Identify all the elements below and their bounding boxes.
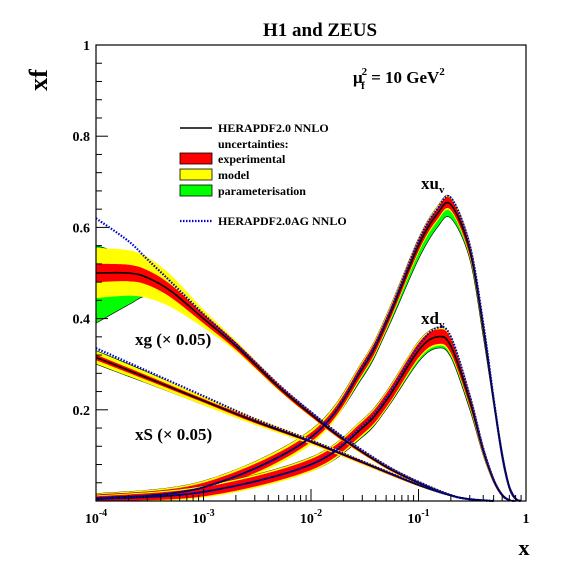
scale-mu-sup: 2: [362, 66, 368, 78]
y-tick-label: 0.2: [73, 404, 91, 419]
axis-ticks: 10-4 10-3 10-2 10-1 1 0.2 0.4 0.6 0.8 1: [73, 39, 530, 527]
chart-title: H1 and ZEUS: [263, 20, 377, 41]
series-1-ag-line: [95, 325, 516, 503]
y-tick-label: 1: [83, 39, 90, 54]
x-tick-label: 1: [523, 512, 530, 527]
scale-mu-sub: f: [361, 80, 365, 92]
series-0-ag-line: [95, 194, 522, 503]
x-axis-label: x: [519, 535, 530, 560]
x-tick-label: 10-4: [85, 508, 107, 527]
x-tick-label: 10-1: [407, 508, 429, 527]
label-xg: xg (× 0.05): [135, 330, 211, 349]
series-3-ag-line: [95, 347, 494, 503]
y-axis-label: xf: [24, 69, 53, 91]
legend-label-experimental: experimental: [218, 152, 286, 166]
legend-bands: experimental model parameterisation: [179, 152, 306, 198]
series-0-central-line: [95, 201, 522, 502]
legend-uncertainties-label: uncertainties:: [218, 137, 289, 151]
label-xdv: xdv: [421, 309, 445, 331]
y-tick-label: 0.8: [73, 130, 91, 145]
ag-dotted-curves: [95, 194, 522, 503]
legend-label-model: model: [218, 168, 250, 182]
legend-dotted-label: HERAPDF2.0AG NNLO: [218, 214, 347, 228]
central-curves: [95, 201, 522, 502]
legend-swatch-experimental: [179, 152, 213, 165]
label-xS: xS (× 0.05): [135, 425, 212, 444]
y-tick-label: 0.6: [73, 221, 91, 236]
series-0-experimental-band: [96, 196, 522, 502]
legend-swatch-model: [179, 168, 213, 181]
y-tick-label: 0.4: [73, 313, 91, 328]
legend: HERAPDF2.0 NNLO uncertainties: experimen…: [179, 121, 347, 228]
label-xuv: xuv: [421, 174, 445, 196]
x-tick-label: 10-3: [192, 508, 214, 527]
series-1-central-line: [95, 335, 516, 502]
legend-swatch-parameterisation: [179, 184, 213, 197]
scale-mu: μ: [353, 68, 363, 87]
series-1-model-band: [96, 327, 516, 502]
scale-value: = 10 GeV: [367, 68, 440, 87]
legend-line-label: HERAPDF2.0 NNLO: [218, 121, 329, 135]
legend-label-parameterisation: parameterisation: [218, 184, 306, 198]
x-tick-label: 10-2: [300, 508, 322, 527]
series-1-experimental-band: [96, 329, 516, 502]
scale-annotation: μ2 f = 10 GeV2: [353, 66, 445, 92]
series-2-ag-line: [95, 217, 494, 503]
scale-unit-sup: 2: [439, 66, 445, 78]
